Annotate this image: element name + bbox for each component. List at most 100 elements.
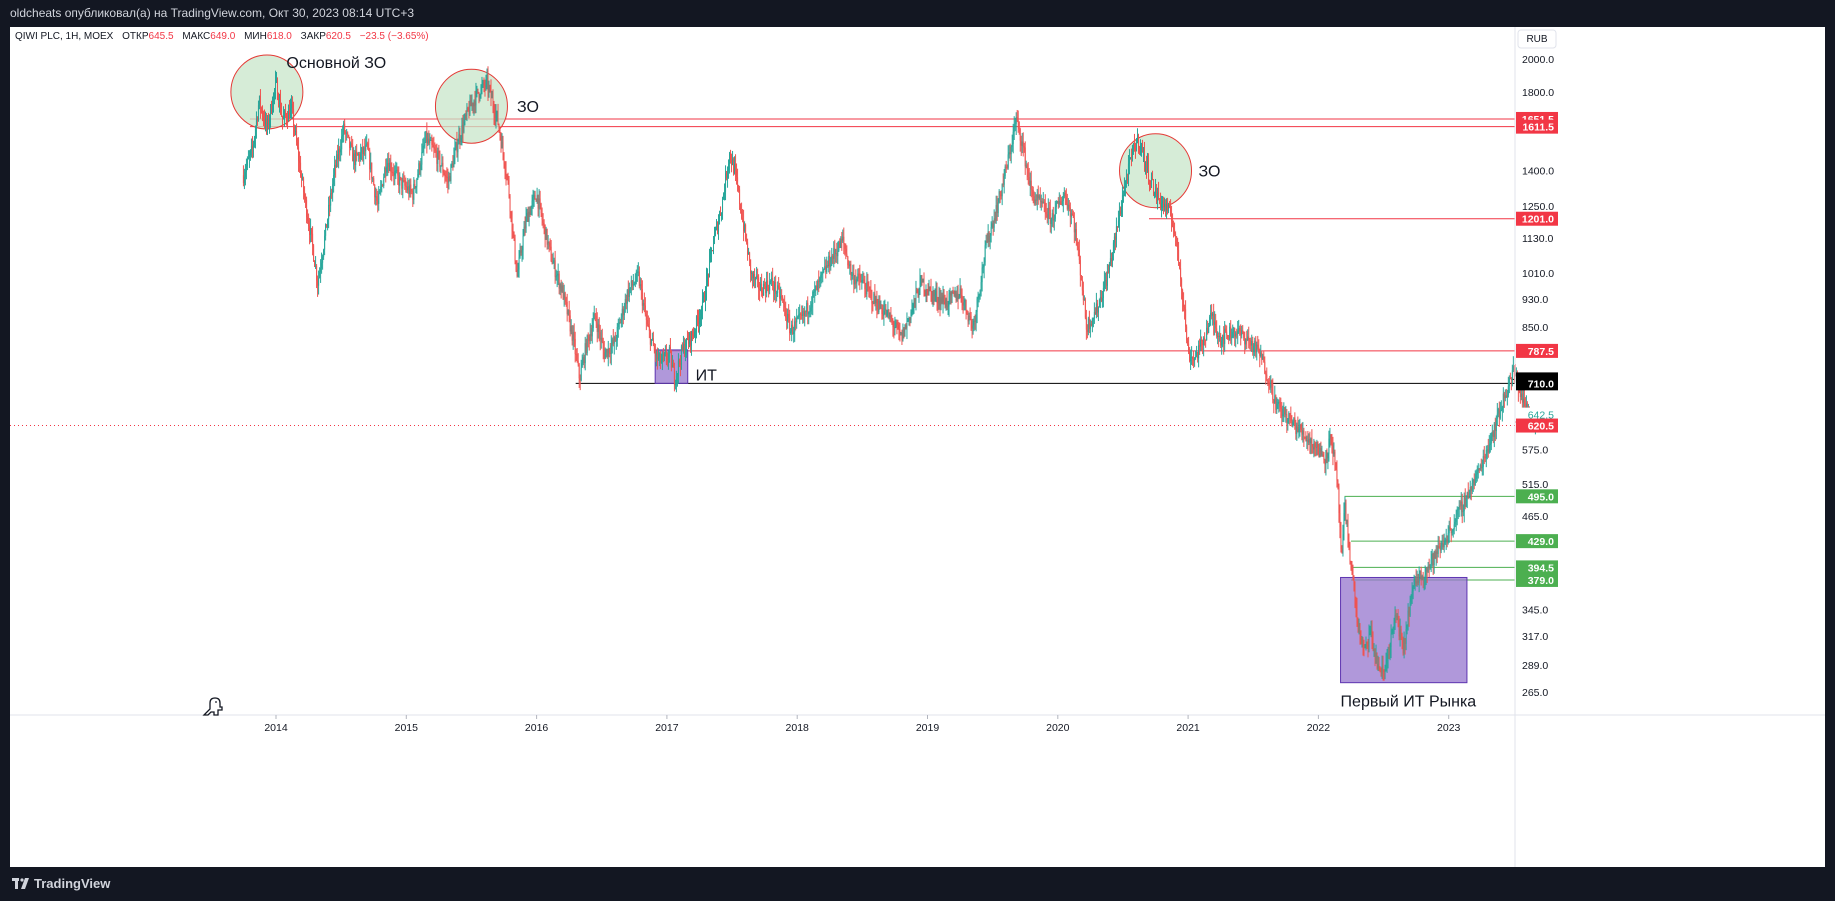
candle-up [637,271,639,273]
candle-up [1479,465,1481,470]
candle-up [706,274,708,278]
candle-down [520,250,522,253]
candle-down [598,324,600,333]
candle-down [577,360,579,365]
candle-up [1136,135,1138,143]
candle-up [1474,478,1476,486]
last-price-badge-bg [1516,418,1558,433]
candle-down [1305,437,1307,442]
candle-down [703,295,705,302]
candle-up [657,357,659,360]
candle-up [900,332,902,334]
candle-down [645,314,647,321]
candle-up [704,296,706,302]
candle-up [1389,647,1391,655]
candle-down [456,142,458,153]
candle-down [909,317,911,320]
candle-down [1188,343,1190,353]
candle-up [942,295,944,303]
candle-down [717,223,719,232]
candle-down [286,115,288,120]
tradingview-logo[interactable]: TradingView [12,876,110,891]
candle-up [1124,180,1126,188]
candle-down [1080,275,1082,280]
candle-up [1499,410,1501,419]
candle-down [1082,290,1084,301]
candle-down [1436,551,1438,554]
candle-down [1315,447,1317,449]
candle-down [738,186,740,190]
candle-up [907,320,909,322]
candle-down [1446,539,1448,543]
candle-up [719,213,721,222]
candle-up [906,321,908,328]
candle-up [1147,163,1149,168]
candle-up [984,245,986,263]
candle-down [1442,542,1444,548]
candle-up [353,153,355,162]
candle-down [1300,424,1302,431]
candle-down [568,309,570,316]
candle-down [348,134,350,138]
candle-down [1153,179,1155,194]
candle-down [426,131,428,144]
candle-down [1019,129,1021,141]
candle-up [959,288,961,297]
candle-down [579,378,581,381]
candle-up [1238,328,1240,331]
candle-down [1360,639,1362,641]
candle-up [806,302,808,312]
candle-up [1121,195,1123,208]
candle-up [1368,634,1370,648]
candle-down [805,311,807,313]
candle-down [1307,440,1309,443]
level-badge: 1611.5 [1522,122,1554,134]
candle-down [827,264,829,267]
candle-up [1423,578,1425,580]
candle-down [1301,430,1303,435]
candle-up [1010,147,1012,155]
candle-down [1518,390,1520,392]
candle-up [325,224,327,236]
candle-down [1280,407,1282,409]
chart-frame[interactable]: Основной ЗО ЗО ЗО ИТ Первый ИТ Рынка 2000.0 1… [10,27,1825,867]
currency-button[interactable]: RUB [1517,29,1557,49]
candle-up [1256,344,1258,353]
candle-up [925,290,927,293]
candle-down [914,298,916,302]
candle-down [303,178,305,193]
candle-down [882,314,884,316]
candle-up [1302,430,1304,435]
candle-up [808,311,810,315]
candle-down [749,252,751,260]
candle-down [1353,580,1355,586]
candle-up [1132,143,1134,146]
candle-up [1164,204,1166,207]
candle-down [565,298,567,302]
candle-down [1176,236,1178,238]
candle-down [877,309,879,313]
price-badges: 1651.51611.51201.0787.5719.0710.0627.549… [1516,111,1558,587]
level-badge-bg [1516,211,1558,226]
candle-down [829,255,831,267]
candle-up [461,124,463,139]
candle-down [1204,337,1206,341]
candle-up [591,327,593,337]
candle-up [776,292,778,294]
candle-down [1432,553,1434,566]
candle-down [1450,529,1452,534]
candle-down [855,279,857,284]
candle-down [974,320,976,323]
candle-down [1044,202,1046,213]
candle-up [1472,479,1474,483]
candle-up [912,304,914,310]
candle-down [354,153,356,166]
candle-down [735,164,737,171]
price-chart[interactable]: Основной ЗО ЗО ЗО ИТ Первый ИТ Рынка 2000.0 1… [10,27,1825,867]
candle-up [1013,126,1015,132]
candle-down [898,328,900,330]
candle-up [1508,377,1510,387]
candle-up [245,165,247,173]
candle-up [866,281,868,295]
candle-down [376,196,378,202]
